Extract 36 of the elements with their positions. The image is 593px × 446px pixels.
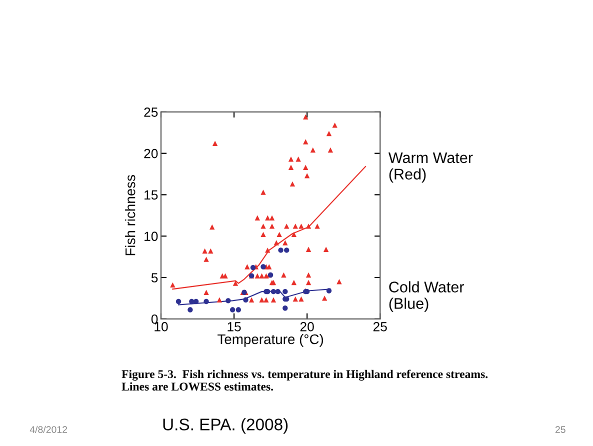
point	[260, 264, 266, 270]
y-tick-label: 15	[144, 190, 158, 200]
text: Cold Water (Blue)	[389, 281, 464, 312]
x-tick-label: 15	[228, 322, 241, 332]
y-tick-label: 25	[144, 108, 158, 117]
y-tick-label: 5	[151, 273, 158, 282]
point	[230, 307, 236, 312]
point	[226, 298, 231, 304]
point	[188, 307, 193, 312]
caption: Figure 5-3. Fish richness vs. temperature in Highland reference streams. Lines are LOWESS estimates.	[122, 370, 488, 391]
point	[270, 288, 276, 294]
point	[250, 264, 256, 270]
y-tick-label: 10	[144, 232, 158, 242]
y-tick-label: 0	[151, 314, 158, 324]
point	[275, 288, 280, 294]
point	[189, 298, 194, 304]
x-axis-title: Temperature (°C)	[218, 334, 324, 347]
point	[204, 298, 209, 304]
text: Warm Water (Red)	[388, 152, 473, 183]
point	[193, 298, 199, 304]
line-series	[172, 166, 366, 290]
y-tick-label: 20	[144, 148, 158, 158]
y-axis-title: Fish richness	[125, 175, 136, 256]
point	[176, 298, 182, 304]
point	[243, 297, 248, 302]
point	[282, 306, 288, 311]
point	[282, 288, 288, 294]
x-tick-label: 20	[300, 322, 314, 332]
point	[326, 288, 332, 294]
text: U.S. EPA. (2008)	[163, 418, 288, 434]
point	[284, 248, 290, 253]
point	[278, 248, 284, 253]
point	[236, 307, 242, 312]
text: 4/8/2012	[30, 426, 68, 433]
x-tick-label: 25	[373, 322, 387, 332]
text: 25	[555, 426, 566, 433]
